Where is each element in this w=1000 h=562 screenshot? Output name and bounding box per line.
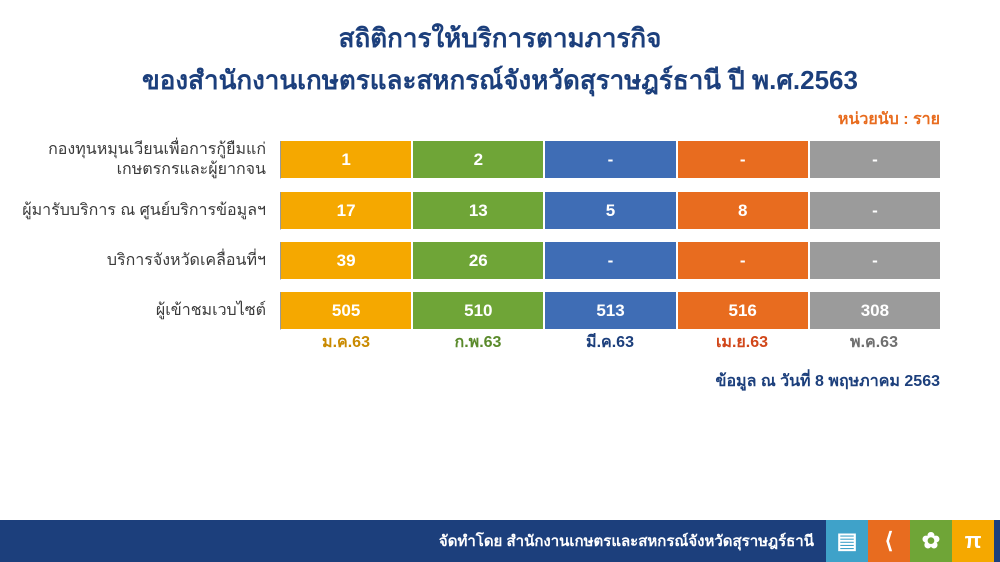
- bar-segment: 505: [281, 292, 413, 329]
- chart-row: ผู้เข้าชมเวบไซต์505510513516308: [0, 292, 940, 330]
- bar-segment: 39: [281, 242, 413, 279]
- bar-segment: 26: [413, 242, 545, 279]
- axis-label: มี.ค.63: [544, 326, 676, 355]
- bar-segment: 2: [413, 141, 545, 178]
- row-bars: 505510513516308: [280, 292, 940, 330]
- row-bars: 12---: [280, 141, 940, 179]
- bar-segment: 5: [545, 192, 677, 229]
- chart-row: บริการจังหวัดเคลื่อนที่ฯ3926---: [0, 242, 940, 280]
- chart-row: กองทุนหมุนเวียนเพื่อการกู้ยืมแก่เกษตรกรแ…: [0, 140, 940, 180]
- title-line-1: สถิติการให้บริการตามภารกิจ: [0, 18, 1000, 60]
- bar-segment: 17: [281, 192, 413, 229]
- bar-segment: 13: [413, 192, 545, 229]
- bar-segment: -: [545, 141, 677, 178]
- bar-segment: -: [810, 141, 940, 178]
- row-label: ผู้เข้าชมเวบไซต์: [0, 301, 280, 321]
- footer-text: จัดทำโดย สำนักงานเกษตรและสหกรณ์จังหวัดสุ…: [439, 529, 814, 553]
- bar-segment: -: [545, 242, 677, 279]
- axis-label: เม.ย.63: [676, 326, 808, 355]
- axis-row: ม.ค.63ก.พ.63มี.ค.63เม.ย.63พ.ค.63: [280, 326, 940, 355]
- row-bars: 3926---: [280, 242, 940, 280]
- bar-segment: -: [810, 192, 940, 229]
- row-bars: 171358-: [280, 192, 940, 230]
- gear-icon: ✿: [910, 520, 952, 562]
- row-label: บริการจังหวัดเคลื่อนที่ฯ: [0, 251, 280, 271]
- row-label: กองทุนหมุนเวียนเพื่อการกู้ยืมแก่เกษตรกรแ…: [0, 140, 280, 180]
- title-line-2: ของสำนักงานเกษตรและสหกรณ์จังหวัดสุราษฎร์…: [0, 60, 1000, 102]
- people-icon: ⟨: [868, 520, 910, 562]
- chart-area: กองทุนหมุนเวียนเพื่อการกู้ยืมแก่เกษตรกรแ…: [0, 140, 940, 330]
- axis-label: ม.ค.63: [280, 326, 412, 355]
- pi-icon: π: [952, 520, 994, 562]
- title-block: สถิติการให้บริการตามภารกิจ ของสำนักงานเก…: [0, 0, 1000, 101]
- bar-segment: 513: [545, 292, 677, 329]
- unit-label: หน่วยนับ : ราย: [0, 107, 1000, 132]
- footer-icons: ▤⟨✿π: [826, 520, 994, 562]
- bar-segment: -: [678, 242, 810, 279]
- bar-segment: 308: [810, 292, 940, 329]
- bar-segment: 8: [678, 192, 810, 229]
- bar-segment: 516: [678, 292, 810, 329]
- chart-icon: ▤: [826, 520, 868, 562]
- bar-segment: 1: [281, 141, 413, 178]
- source-note: ข้อมูล ณ วันที่ 8 พฤษภาคม 2563: [0, 369, 1000, 394]
- row-label: ผู้มารับบริการ ณ ศูนย์บริการข้อมูลฯ: [0, 201, 280, 221]
- bar-segment: -: [810, 242, 940, 279]
- bar-segment: -: [678, 141, 810, 178]
- chart-row: ผู้มารับบริการ ณ ศูนย์บริการข้อมูลฯ17135…: [0, 192, 940, 230]
- bar-segment: 510: [413, 292, 545, 329]
- axis-label: พ.ค.63: [808, 326, 940, 355]
- axis-label: ก.พ.63: [412, 326, 544, 355]
- footer-bar: จัดทำโดย สำนักงานเกษตรและสหกรณ์จังหวัดสุ…: [0, 520, 1000, 562]
